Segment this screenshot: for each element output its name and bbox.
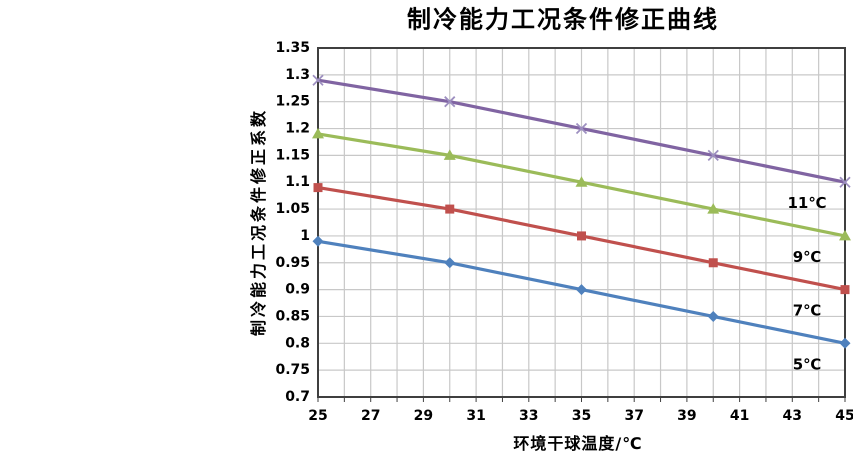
triangle-marker xyxy=(575,176,588,187)
plot-border xyxy=(317,47,846,398)
triangle-marker xyxy=(707,203,720,214)
x-tick-label: 43 xyxy=(783,408,802,424)
triangle-marker xyxy=(312,127,324,139)
x-axis-title: 环境干球温度/℃ xyxy=(513,434,643,453)
diamond-marker xyxy=(312,235,324,247)
x-marker xyxy=(707,149,719,162)
x-marker xyxy=(839,176,851,188)
y-tick-label: 1.1 xyxy=(285,174,310,190)
square-marker xyxy=(313,183,323,193)
x-tick-label: 31 xyxy=(466,408,485,424)
x-tick-label: 25 xyxy=(308,408,327,424)
y-tick-label: 1.05 xyxy=(275,201,310,217)
diamond-marker xyxy=(707,310,719,322)
x-tick-label: 27 xyxy=(361,408,380,424)
y-tick-label: 0.8 xyxy=(285,335,310,351)
square-marker xyxy=(445,204,455,214)
y-tick-label: 0.75 xyxy=(275,362,310,378)
y-tick-label: 1.35 xyxy=(275,40,310,56)
x-tick-label: 45 xyxy=(835,408,853,424)
square-marker xyxy=(708,258,718,268)
diamond-marker xyxy=(444,257,456,269)
y-tick-label: 1.2 xyxy=(285,121,310,137)
y-tick-label: 0.85 xyxy=(275,308,310,324)
triangle-marker xyxy=(839,229,851,241)
diamond-marker xyxy=(839,337,851,349)
diamond-marker xyxy=(576,284,587,296)
chart-title: 制冷能力工况条件修正曲线 xyxy=(407,5,719,34)
y-tick-label: 0.95 xyxy=(275,255,310,271)
series-11c-label: 11℃ xyxy=(787,194,826,212)
y-tick-label: 1.15 xyxy=(275,147,310,163)
x-marker xyxy=(444,96,456,108)
series-5c-label: 5℃ xyxy=(793,355,822,373)
square-marker xyxy=(577,231,586,241)
x-tick-label: 41 xyxy=(730,408,749,424)
series-9c-label: 9℃ xyxy=(793,248,822,266)
triangle-marker xyxy=(443,149,456,160)
x-marker xyxy=(312,74,324,86)
x-tick-label: 37 xyxy=(624,408,643,424)
y-tick-label: 1 xyxy=(300,228,310,244)
square-marker xyxy=(840,285,850,295)
y-tick-label: 0.9 xyxy=(285,282,310,298)
x-marker xyxy=(575,122,588,135)
y-tick-label: 1.25 xyxy=(275,94,310,110)
x-tick-label: 39 xyxy=(677,408,696,424)
x-tick-label: 33 xyxy=(519,408,538,424)
y-tick-label: 0.7 xyxy=(285,389,310,405)
series-7c-label: 7℃ xyxy=(793,302,822,320)
x-tick-label: 35 xyxy=(572,408,591,424)
y-tick-label: 1.3 xyxy=(285,67,310,83)
x-tick-label: 29 xyxy=(414,408,433,424)
